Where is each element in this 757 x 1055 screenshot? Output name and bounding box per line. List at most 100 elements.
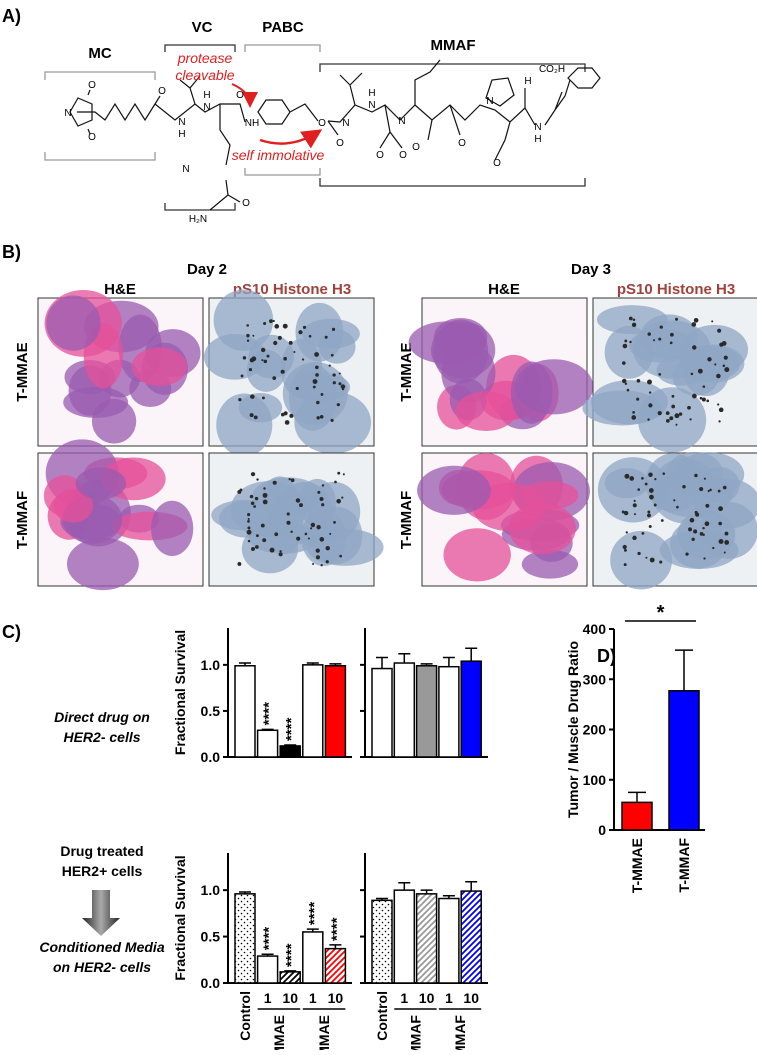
stain-dot xyxy=(298,330,303,335)
stain-dot xyxy=(253,415,258,420)
stain-dot xyxy=(316,525,321,530)
arrow xyxy=(259,129,323,149)
stain-dot xyxy=(649,557,655,563)
stain-dot xyxy=(622,343,628,349)
tissue xyxy=(455,391,517,431)
stain-dot xyxy=(691,322,697,327)
condition: Direct drug on xyxy=(54,709,150,725)
stain-dot xyxy=(246,529,252,535)
bond xyxy=(77,95,246,123)
bar xyxy=(371,667,393,758)
micrograph xyxy=(582,297,757,453)
error-bar xyxy=(306,662,319,665)
stain-dot xyxy=(342,473,345,476)
stain-dot xyxy=(716,373,721,379)
stain-dot xyxy=(623,563,627,567)
atom: N xyxy=(534,122,541,133)
micrograph xyxy=(417,452,590,587)
stain-dot xyxy=(626,388,630,392)
significance: **** xyxy=(283,718,300,742)
stain-dot xyxy=(312,563,315,566)
x-tick-label: 10 xyxy=(328,990,344,1006)
stain-dot xyxy=(295,386,299,391)
stain-dot xyxy=(662,472,666,475)
y-tick-label: 1.0 xyxy=(201,882,221,898)
error-bar xyxy=(442,656,455,667)
stain-dot xyxy=(703,477,706,480)
stain-dot xyxy=(246,339,250,342)
stain-dot xyxy=(724,540,730,545)
stain-label: pS10 Histone H3 xyxy=(233,281,351,298)
stain-dot xyxy=(290,478,295,483)
stain-dot xyxy=(338,372,341,375)
stain-dot xyxy=(641,477,644,480)
tissue xyxy=(672,357,719,396)
stain-dot xyxy=(279,550,282,553)
stain-dot xyxy=(632,411,635,414)
bracket xyxy=(44,71,156,80)
group-label: PABC xyxy=(262,19,304,36)
stain-dot xyxy=(284,420,290,425)
stain-dot xyxy=(315,548,320,553)
stain-dot xyxy=(261,396,265,400)
atom: H₂N xyxy=(189,214,207,225)
tissue xyxy=(150,500,194,557)
stain-dot xyxy=(675,317,679,321)
atom: O xyxy=(458,138,466,149)
stain-dot xyxy=(337,471,341,475)
atom: N xyxy=(64,108,71,119)
atom: N xyxy=(182,164,189,175)
stain-dot xyxy=(272,480,277,485)
stain-dot xyxy=(321,484,325,487)
panel-label: D) xyxy=(597,646,616,666)
stain-dot xyxy=(718,420,721,423)
error-bar xyxy=(420,889,433,894)
stain-dot xyxy=(307,537,310,540)
stain-dot xyxy=(319,414,324,419)
stain-dot xyxy=(724,367,730,373)
stain-dot xyxy=(702,385,706,388)
chart: 0.0 0.5 1.0 Fractional Survival **** **** xyxy=(172,628,352,765)
bracket xyxy=(44,152,156,161)
stain-dot xyxy=(622,544,627,550)
y-tick-label: 1.0 xyxy=(201,657,221,673)
stain-dot xyxy=(341,387,345,391)
tissue xyxy=(75,467,127,500)
micrograph xyxy=(203,289,375,457)
stain-dot xyxy=(316,400,320,405)
stain-dot xyxy=(658,372,662,376)
tissue xyxy=(700,502,757,559)
stain-dot xyxy=(341,496,344,499)
bond xyxy=(179,75,241,211)
error-bar xyxy=(398,881,411,891)
group-label: MMAE xyxy=(271,1015,287,1050)
significance: **** xyxy=(283,943,300,967)
stain-dot xyxy=(641,531,645,535)
tissue xyxy=(131,347,188,386)
stain-dot xyxy=(625,531,628,534)
stain-dot xyxy=(629,476,635,481)
stain-dot xyxy=(632,318,636,321)
bar xyxy=(279,971,301,984)
error-bar xyxy=(398,653,411,664)
stain-dot xyxy=(690,372,694,376)
atom: O xyxy=(318,118,326,129)
stain-dot xyxy=(717,403,720,406)
stain-dot xyxy=(718,506,723,512)
stain-dot xyxy=(648,488,654,493)
tissue xyxy=(417,465,491,515)
stain-dot xyxy=(248,368,253,372)
bracket xyxy=(319,178,586,187)
error-bar xyxy=(465,881,478,892)
brackets xyxy=(44,44,586,211)
stain-dot xyxy=(647,332,651,336)
stain-dot xyxy=(254,496,259,501)
stain-dot xyxy=(647,513,651,518)
stain-dot xyxy=(692,345,697,350)
atom: O xyxy=(88,80,96,91)
stain-dot xyxy=(320,393,324,396)
bracket xyxy=(164,44,236,52)
note: cleavable xyxy=(175,67,234,83)
stain-dot xyxy=(685,552,689,556)
tissue xyxy=(302,318,360,349)
